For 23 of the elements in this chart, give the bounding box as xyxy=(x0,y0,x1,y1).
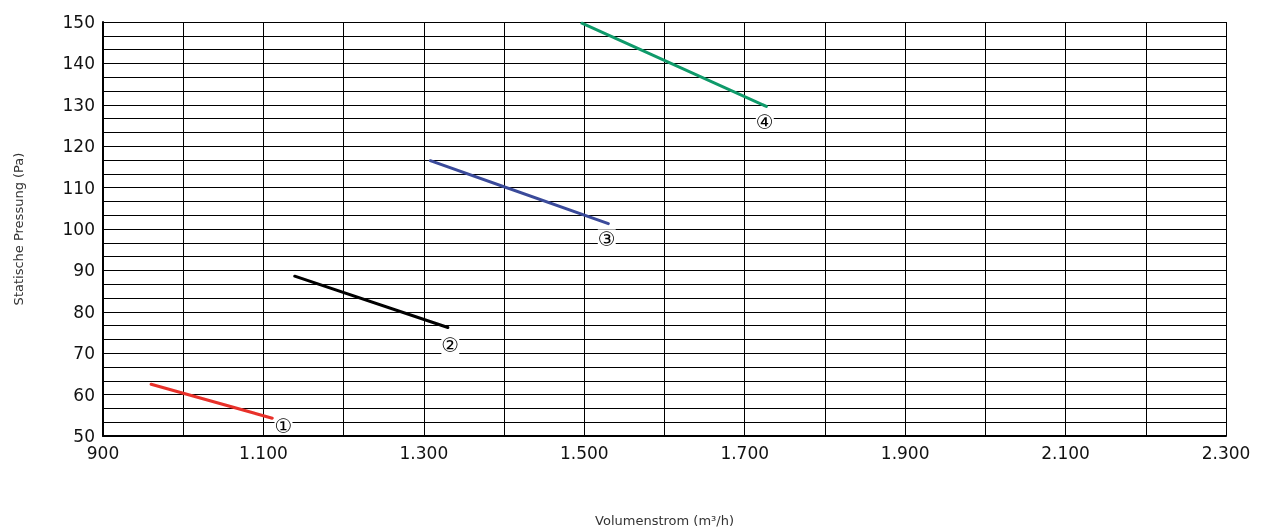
x-tick-label: 1.300 xyxy=(399,442,449,463)
y-tick-label: 110 xyxy=(62,177,95,198)
x-tick-label: 1.900 xyxy=(880,442,930,463)
y-tick-label: 150 xyxy=(62,12,95,32)
x-tick-label: 1.100 xyxy=(239,442,288,463)
y-tick-label: 80 xyxy=(73,301,95,322)
annotation: ③ xyxy=(597,227,616,252)
y-tick-label: 120 xyxy=(62,136,95,157)
annotation: ① xyxy=(274,413,293,438)
x-axis-title: Volumenstrom (m³/h) xyxy=(595,513,734,528)
y-tick-label: 60 xyxy=(73,384,95,405)
annotation: ④ xyxy=(755,109,774,134)
x-tick-label: 2.100 xyxy=(1041,442,1090,463)
y-tick-label: 130 xyxy=(62,94,95,115)
x-tick-label: 2.300 xyxy=(1201,442,1251,463)
annotation: ② xyxy=(441,332,460,357)
y-tick-label: 70 xyxy=(73,343,95,364)
x-tick-label: 1.700 xyxy=(720,442,770,463)
x-tick-label: 1.500 xyxy=(559,442,609,463)
y-tick-label: 90 xyxy=(73,260,95,281)
y-tick-label: 140 xyxy=(62,53,95,74)
y-axis-title: Statische Pressung (Pa) xyxy=(11,152,26,306)
y-tick-label: 100 xyxy=(62,219,95,239)
